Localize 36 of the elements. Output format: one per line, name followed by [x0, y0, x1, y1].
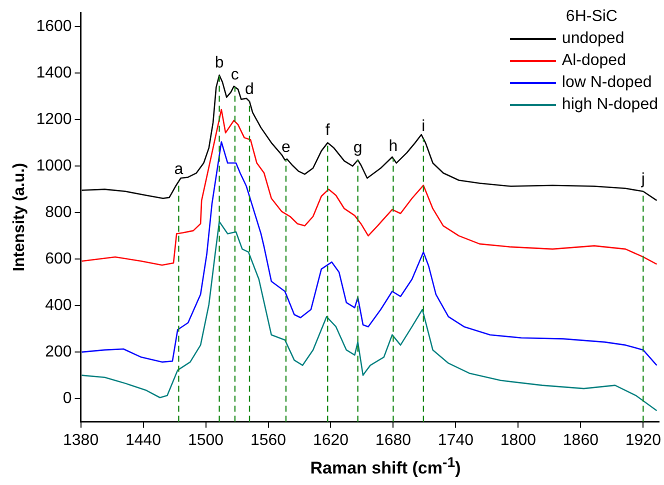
- x-tick-label: 1620: [312, 432, 349, 449]
- x-tick-label: 1560: [250, 432, 286, 449]
- x-axis-title: Raman shift (cm$^{-1}$): [309, 455, 462, 479]
- y-tick-label: 0: [62, 390, 72, 407]
- ref-line-label: i: [422, 118, 426, 136]
- y-tick-label: 400: [45, 296, 72, 314]
- ref-line-label: f: [325, 122, 330, 140]
- y-tick-label: 800: [45, 204, 72, 221]
- y-tick-label: 1600: [36, 18, 72, 35]
- y-tick-label: 200: [45, 343, 72, 360]
- x-tick-label: 1440: [125, 432, 162, 449]
- x-tick-label: 1680: [375, 432, 412, 449]
- y-tick-label: 1400: [36, 64, 72, 82]
- ref-line-label: j: [640, 170, 645, 188]
- legend-label: Al-doped: [562, 52, 626, 70]
- x-tick-label: 1800: [500, 432, 536, 449]
- ref-line-label: e: [282, 138, 291, 156]
- legend-label: undoped: [562, 30, 624, 48]
- y-axis-title: Intensity (a.u.): [11, 162, 28, 272]
- x-tick-label: 1920: [625, 432, 662, 449]
- ref-line-label: c: [230, 66, 239, 84]
- ref-line-label: h: [388, 138, 398, 155]
- x-tick-label: 1500: [188, 432, 224, 449]
- legend-label: high N-doped: [562, 96, 658, 114]
- legend-label: low N-doped: [562, 74, 652, 92]
- ref-line-label: a: [174, 160, 184, 178]
- x-tick-label: 1740: [438, 432, 474, 449]
- y-tick-label: 1000: [36, 157, 72, 174]
- x-tick-label: 1860: [562, 432, 599, 449]
- ref-line-label: d: [245, 80, 254, 98]
- x-tick-label: 1380: [62, 432, 99, 449]
- ref-line-label: g: [353, 139, 362, 156]
- legend-title: 6H-SiC: [564, 8, 618, 26]
- y-tick-label: 1200: [36, 110, 72, 128]
- ref-line-label: b: [214, 54, 224, 72]
- y-tick-label: 600: [45, 250, 72, 268]
